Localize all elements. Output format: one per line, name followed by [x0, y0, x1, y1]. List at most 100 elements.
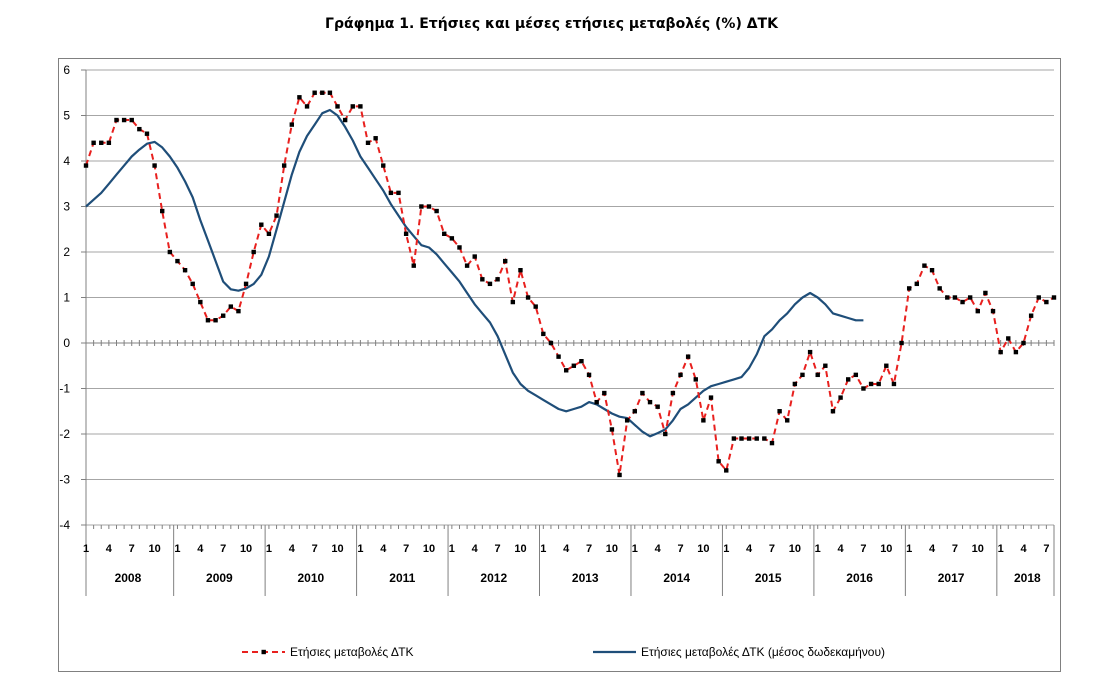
series-point-annual	[853, 372, 859, 378]
series-point-annual	[106, 140, 112, 145]
series-point-annual	[304, 104, 310, 109]
y-tick-label: 5	[63, 109, 70, 123]
series-point-annual	[525, 295, 531, 300]
series-point-annual	[373, 136, 378, 141]
series-point-annual	[541, 331, 546, 337]
series-point-annual	[945, 295, 950, 300]
series-point-annual	[663, 431, 668, 437]
series-point-annual	[251, 249, 256, 255]
series-point-annual	[708, 395, 714, 400]
series-point-annual	[419, 204, 424, 209]
series-point-annual	[434, 208, 439, 214]
series-point-annual	[647, 399, 653, 405]
month-tick-label: 10	[697, 543, 709, 555]
year-label: 2012	[480, 571, 507, 585]
series-point-annual	[335, 104, 340, 109]
series-point-annual	[754, 436, 759, 441]
series-point-annual	[632, 409, 637, 414]
series-point-annual	[381, 163, 386, 168]
series-point-annual	[922, 263, 927, 268]
month-tick-label: 10	[880, 543, 892, 555]
series-point-annual	[83, 163, 89, 168]
month-tick-label: 7	[129, 543, 135, 555]
legend-label-average: Ετήσιες μεταβολές ΔΤΚ (μέσος δωδεκαμήνου…	[641, 645, 885, 659]
series-point-annual	[693, 377, 698, 382]
series-point-annual	[220, 313, 226, 318]
series-point-annual	[320, 90, 325, 95]
year-label: 2018	[1014, 571, 1041, 585]
series-point-annual	[114, 117, 119, 123]
series-point-annual	[655, 404, 660, 409]
month-tick-label: 4	[838, 543, 845, 555]
series-point-annual	[99, 140, 104, 145]
series-point-annual	[144, 131, 150, 136]
series-point-annual	[609, 427, 615, 432]
series-point-annual	[823, 363, 828, 368]
series-point-annual	[236, 308, 241, 314]
series-point-annual	[884, 363, 889, 368]
y-tick-label: -1	[59, 382, 70, 396]
series-point-annual	[868, 381, 874, 387]
y-tick-label: 1	[63, 291, 70, 305]
month-tick-label: 10	[606, 543, 618, 555]
series-point-annual	[129, 117, 134, 123]
series-point-annual	[213, 318, 218, 323]
series-point-annual	[274, 213, 279, 218]
series-point-annual	[533, 304, 538, 309]
series-point-annual	[259, 222, 264, 227]
series-point-annual	[678, 372, 683, 378]
series-point-annual	[198, 299, 203, 305]
month-tick-label: 10	[423, 543, 435, 555]
month-tick-label: 7	[769, 543, 775, 555]
series-point-annual	[396, 190, 401, 196]
year-label: 2017	[938, 571, 965, 585]
month-tick-label: 7	[495, 543, 501, 555]
series-point-annual	[480, 277, 485, 282]
series-point-annual	[594, 399, 599, 405]
series-point-annual	[403, 231, 409, 236]
series-point-annual	[137, 126, 142, 132]
year-label: 2008	[115, 571, 142, 585]
y-tick-label: 4	[63, 154, 70, 168]
month-tick-label: 7	[952, 543, 958, 555]
month-tick-label: 7	[677, 543, 683, 555]
series-point-annual	[937, 286, 942, 291]
series-point-annual	[228, 304, 234, 309]
y-tick-label: 3	[63, 200, 70, 214]
month-tick-label: 4	[746, 543, 753, 555]
series-point-annual	[442, 231, 447, 236]
series-point-annual	[495, 277, 500, 282]
series-point-annual	[731, 436, 737, 441]
y-tick-label: 2	[63, 245, 70, 259]
series-point-annual	[327, 90, 333, 95]
series-point-annual	[914, 281, 920, 287]
series-point-annual	[617, 472, 622, 478]
series-line-annual	[85, 91, 1055, 476]
series-point-annual	[967, 295, 973, 300]
series-point-annual	[579, 359, 584, 364]
year-label: 2011	[389, 571, 415, 585]
month-tick-label: 1	[815, 543, 821, 555]
month-tick-label: 4	[472, 543, 479, 555]
year-label: 2014	[663, 571, 690, 585]
month-tick-label: 7	[860, 543, 866, 555]
y-tick-label: -3	[59, 473, 70, 487]
series-point-annual	[952, 295, 958, 300]
series-point-annual	[510, 299, 516, 305]
series-point-annual	[91, 140, 96, 145]
series-point-annual	[457, 245, 462, 250]
series-point-annual	[160, 208, 165, 214]
month-tick-label: 7	[220, 543, 226, 555]
series-point-annual	[1044, 299, 1049, 305]
month-tick-label: 10	[972, 543, 984, 555]
series-point-annual	[342, 117, 348, 123]
month-tick-label: 1	[540, 543, 546, 555]
series-point-annual	[518, 268, 523, 273]
series-point-annual	[411, 263, 416, 268]
series-point-annual	[1013, 349, 1019, 355]
series-point-annual	[503, 258, 508, 264]
series-point-annual	[243, 281, 249, 287]
series-point-annual	[899, 340, 904, 346]
